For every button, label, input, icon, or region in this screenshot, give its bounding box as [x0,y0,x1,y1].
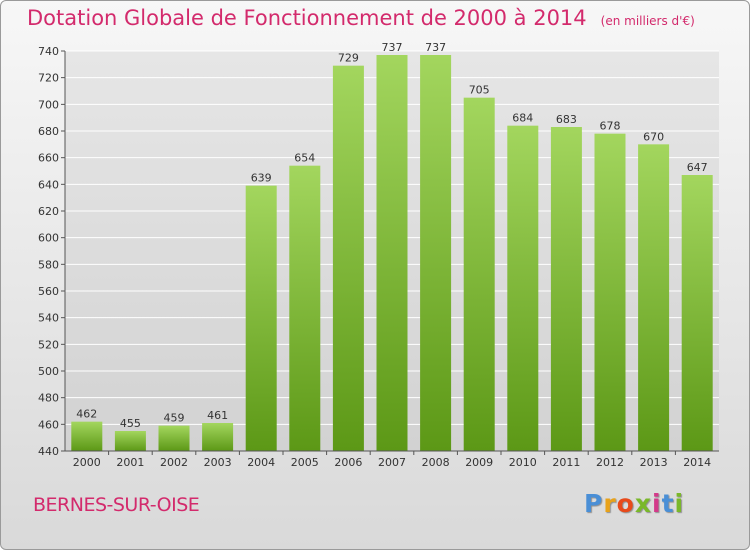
bar [71,421,103,451]
x-tick-label: 2007 [378,456,406,469]
bar [638,144,670,452]
y-tick-label: 600 [38,232,59,245]
y-tick-label: 480 [38,392,59,405]
x-tick-label: 2010 [509,456,537,469]
y-tick-label: 620 [38,205,59,218]
bar [420,55,452,451]
y-tick-label: 500 [38,365,59,378]
x-tick-label: 2008 [422,456,450,469]
chart-title: Dotation Globale de Fonctionnement de 20… [27,6,695,30]
data-label: 670 [643,130,664,143]
bar [245,185,277,451]
y-tick-label: 460 [38,418,59,431]
y-tick-label: 660 [38,152,59,165]
bar [289,165,321,451]
bar [594,133,626,451]
logo-letter: x [634,489,652,518]
x-tick-label: 2001 [116,456,144,469]
logo-letter: o [616,489,635,518]
y-tick-label: 640 [38,178,59,191]
x-tick-label: 2002 [160,456,188,469]
bar [114,431,146,451]
data-label: 737 [382,41,403,54]
data-label: 683 [556,113,577,126]
y-tick-label: 580 [38,258,59,271]
x-tick-label: 2006 [334,456,362,469]
y-tick-label: 740 [38,45,59,58]
y-tick-label: 700 [38,98,59,111]
bar [332,65,364,452]
data-label: 654 [294,152,315,165]
x-tick-label: 2004 [247,456,275,469]
x-tick-label: 2013 [640,456,668,469]
data-label: 737 [425,41,446,54]
logo-letter: P [584,489,604,518]
x-tick-label: 2012 [596,456,624,469]
data-label: 462 [76,408,97,421]
logo-letter: t [661,489,675,518]
x-tick-label: 2014 [683,456,711,469]
bar [507,125,539,452]
bar [463,97,495,452]
bar [550,127,582,451]
data-label: 684 [512,112,533,125]
x-tick-label: 2003 [204,456,232,469]
y-tick-label: 720 [38,72,59,85]
y-tick-label: 680 [38,125,59,138]
data-label: 705 [469,84,490,97]
unit-text: (en milliers d'€) [600,14,695,28]
logo-letter: r [603,489,617,518]
proxiti-logo: Proxiti [584,489,684,518]
y-tick-label: 560 [38,285,59,298]
bar [376,55,408,451]
x-tick-label: 2000 [73,456,101,469]
x-tick-label: 2011 [552,456,580,469]
data-label: 729 [338,52,359,65]
logo-letter: i [674,489,685,518]
x-tick-label: 2005 [291,456,319,469]
bar [202,423,234,451]
title-text: Dotation Globale de Fonctionnement de 20… [27,6,587,30]
x-tick-label: 2009 [465,456,493,469]
y-tick-label: 520 [38,338,59,351]
data-label: 639 [251,172,272,185]
commune-name: BERNES-SUR-OISE [33,494,200,516]
data-label: 647 [687,161,708,174]
y-tick-label: 440 [38,445,59,458]
data-label: 461 [207,409,228,422]
y-tick-label: 540 [38,312,59,325]
data-label: 678 [600,120,621,133]
bar [681,175,713,451]
logo-letter: i [652,489,662,518]
data-label: 455 [120,417,141,430]
bar [158,425,190,451]
data-label: 459 [164,412,185,425]
